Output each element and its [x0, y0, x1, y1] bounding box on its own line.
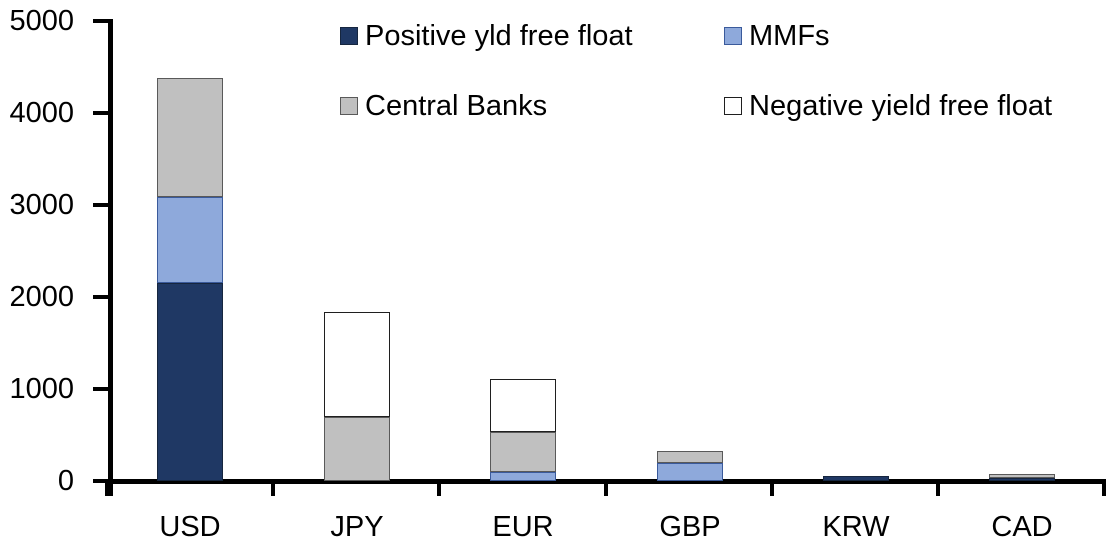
legend-item-mmfs: MMFs [724, 21, 830, 51]
legend-swatch-positive-yld-free-float [340, 27, 358, 45]
legend-swatch-mmfs [724, 27, 742, 45]
y-tick-2000 [93, 295, 108, 299]
x-tick-2 [437, 483, 441, 496]
x-tick-3 [604, 483, 608, 496]
bar-segment-cad-positive-yld-free-float [989, 478, 1055, 481]
y-tick-label-4000: 4000 [9, 97, 74, 129]
bar-segment-usd-central-banks [157, 78, 223, 197]
bar-segment-usd-mmfs [157, 197, 223, 283]
x-category-label-gbp: GBP [659, 511, 721, 543]
legend-item-negative-yield-free-float: Negative yield free float [724, 91, 1052, 121]
x-tick-5 [936, 483, 940, 496]
y-axis-line [108, 19, 113, 496]
legend-label: Positive yld free float [365, 20, 633, 52]
legend-label: Negative yield free float [749, 90, 1053, 122]
legend-label: MMFs [749, 20, 830, 52]
y-tick-1000 [93, 387, 108, 391]
x-category-label-eur: EUR [492, 511, 554, 543]
bar-segment-cad-central-banks [989, 474, 1055, 478]
bar-segment-eur-central-banks [490, 432, 556, 472]
y-tick-5000 [93, 19, 108, 23]
x-tick-1 [271, 483, 275, 496]
y-tick-label-2000: 2000 [9, 281, 74, 313]
legend-swatch-central-banks [340, 97, 358, 115]
bar-segment-krw-positive-yld-free-float [823, 476, 889, 481]
legend-item-central-banks: Central Banks [340, 91, 547, 121]
x-tick-4 [770, 483, 774, 496]
bar-segment-usd-positive-yld-free-float [157, 283, 223, 481]
x-category-label-jpy: JPY [330, 511, 384, 543]
y-tick-3000 [93, 203, 108, 207]
x-category-label-cad: CAD [991, 511, 1053, 543]
x-axis-line [108, 479, 1106, 484]
bar-segment-eur-mmfs [490, 472, 556, 481]
x-category-label-usd: USD [159, 511, 221, 543]
bar-segment-gbp-mmfs [657, 463, 723, 481]
legend-item-positive-yld-free-float: Positive yld free float [340, 21, 633, 51]
x-tick-0 [105, 483, 109, 496]
x-tick-6 [1102, 483, 1106, 496]
legend-swatch-negative-yield-free-float [724, 97, 742, 115]
y-tick-label-3000: 3000 [9, 189, 74, 221]
y-tick-label-5000: 5000 [9, 5, 74, 37]
y-tick-label-0: 0 [57, 465, 74, 497]
bar-segment-gbp-central-banks [657, 451, 723, 463]
bar-segment-jpy-negative-yield-free-float [324, 312, 390, 417]
y-tick-0 [93, 479, 108, 483]
x-category-label-krw: KRW [822, 511, 890, 543]
bar-segment-jpy-central-banks [324, 417, 390, 481]
y-tick-4000 [93, 111, 108, 115]
legend-label: Central Banks [365, 90, 548, 122]
bar-segment-eur-negative-yield-free-float [490, 379, 556, 432]
y-tick-label-1000: 1000 [9, 373, 74, 405]
